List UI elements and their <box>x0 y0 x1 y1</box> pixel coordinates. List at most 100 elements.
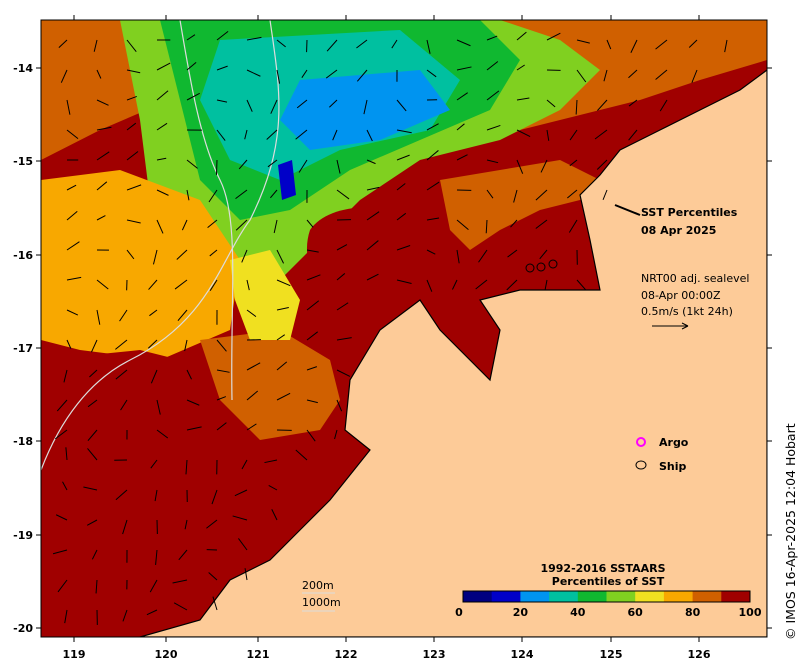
current-arrow <box>546 32 561 41</box>
current-arrow <box>628 69 638 79</box>
current-arrow <box>238 538 248 551</box>
current-arrow <box>55 514 68 521</box>
current-arrow <box>86 519 98 526</box>
current-arrow <box>306 331 319 341</box>
latitude-axis: -14 -15 -16 -17 -18 -19 -20 <box>13 62 772 635</box>
current-arrow <box>396 212 407 221</box>
current-arrow <box>235 219 248 231</box>
current-arrow <box>535 189 548 201</box>
colorbar-swatch <box>721 591 751 602</box>
current-arrow <box>126 69 141 74</box>
lat-tick-label: -20 <box>13 622 33 635</box>
current-arrow <box>486 159 499 164</box>
lon-tick-label: 123 <box>423 648 446 661</box>
current-arrow <box>115 489 128 501</box>
current-arrow <box>336 189 350 200</box>
current-arrow <box>510 219 518 228</box>
current-arrow <box>486 124 501 131</box>
colorbar-swatch <box>520 591 550 602</box>
west-orange <box>41 170 240 360</box>
current-arrow <box>273 219 278 234</box>
current-arrow <box>326 39 338 52</box>
current-arrow <box>186 92 200 101</box>
current-arrow <box>535 219 548 229</box>
current-arrow <box>271 509 278 521</box>
lon-tick-label: 126 <box>688 648 711 661</box>
lat-tick-label: -14 <box>13 62 33 75</box>
current-arrow <box>156 399 161 415</box>
current-arrow <box>366 129 373 142</box>
colorbar-tick-label: 20 <box>513 606 529 619</box>
current-arrow <box>270 99 278 114</box>
current-arrow <box>246 423 257 431</box>
current-arrow <box>396 154 410 161</box>
map-title-line2: 08 Apr 2025 <box>641 224 716 237</box>
plot-frame <box>40 19 768 638</box>
colorbar-swatch <box>491 591 521 602</box>
current-arrow <box>216 396 227 401</box>
current-arrow <box>396 129 412 134</box>
lon-tick-label: 125 <box>600 648 623 661</box>
current-arrow <box>486 90 500 101</box>
yellow-strip <box>230 250 300 340</box>
lon-tick-label: 119 <box>63 648 86 661</box>
current-arrow <box>567 189 578 199</box>
cold-core <box>278 160 296 200</box>
ship-legend-label: Ship <box>659 460 687 473</box>
lat-tick-label: -16 <box>13 249 33 262</box>
current-arrow <box>178 549 188 561</box>
current-arrow <box>185 459 188 475</box>
colorbar-tick-label: 60 <box>628 606 644 619</box>
current-arrow <box>186 159 198 169</box>
current-arrow <box>216 422 227 431</box>
current-arrow <box>181 219 188 231</box>
current-arrow <box>301 69 308 78</box>
hot-eddy <box>306 207 422 300</box>
current-arrow <box>486 189 494 199</box>
colorbar-frame <box>462 590 751 603</box>
current-arrow <box>507 249 518 258</box>
contour-200m <box>179 20 234 401</box>
current-arrow <box>146 609 158 616</box>
current-arrow <box>655 69 668 80</box>
current-arrow <box>506 279 518 291</box>
current-arrow <box>156 90 169 101</box>
current-arrow <box>246 69 261 77</box>
current-arrow <box>513 189 518 203</box>
current-arrow <box>56 399 68 412</box>
current-arrow <box>65 447 68 461</box>
current-arrow <box>186 34 196 41</box>
current-arrow <box>83 486 98 491</box>
current-arrow <box>172 579 188 584</box>
current-arrow <box>234 489 248 497</box>
current-arrow <box>66 99 71 115</box>
ship-marker <box>536 262 546 272</box>
colorbar-tick-label: 40 <box>570 606 586 619</box>
current-arrow <box>366 211 380 221</box>
ship-marker <box>548 259 558 269</box>
current-arrow <box>246 390 259 401</box>
current-arrow <box>238 159 248 170</box>
current-arrow <box>152 249 158 265</box>
current-arrow <box>66 211 78 221</box>
current-arrow <box>336 273 346 281</box>
current-vectors <box>52 31 728 625</box>
longitude-axis: 119 120 121 122 123 124 125 126 <box>63 15 711 661</box>
mid-orange <box>200 330 340 440</box>
current-arrow <box>216 369 230 373</box>
current-arrow <box>568 219 578 233</box>
current-arrow <box>147 339 158 349</box>
current-arrow <box>209 279 218 291</box>
current-arrow <box>336 337 352 341</box>
current-arrow <box>150 459 158 469</box>
current-arrow <box>115 369 128 380</box>
current-arrow <box>66 241 80 251</box>
current-arrow <box>396 245 411 251</box>
current-arrow <box>244 129 248 140</box>
current-arrow <box>66 129 79 140</box>
lon-tick-label: 124 <box>511 648 534 661</box>
current-arrow <box>149 309 158 317</box>
current-arrow <box>478 249 488 263</box>
current-arrow <box>276 279 291 287</box>
